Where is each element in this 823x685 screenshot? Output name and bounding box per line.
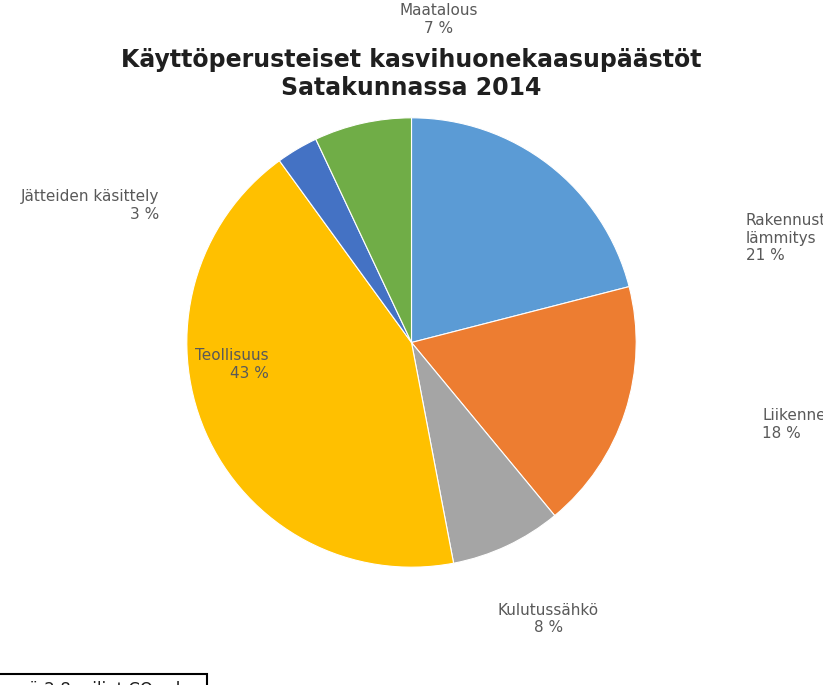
Wedge shape <box>412 118 629 342</box>
Text: Käyttöperusteiset kasvihuonekaasupäästöt
Satakunnassa 2014: Käyttöperusteiset kasvihuonekaasupäästöt… <box>121 48 702 100</box>
Text: Jätteiden käsittely
3 %: Jätteiden käsittely 3 % <box>21 189 160 222</box>
Wedge shape <box>316 118 412 342</box>
Text: Kulutussähkö
8 %: Kulutussähkö 8 % <box>498 603 599 635</box>
Wedge shape <box>187 161 453 567</box>
Wedge shape <box>412 342 555 563</box>
Text: Liikenne
18 %: Liikenne 18 % <box>762 408 823 441</box>
Text: Maatalous
7 %: Maatalous 7 % <box>400 3 478 36</box>
Wedge shape <box>280 139 412 342</box>
Text: Yhteensä 2,8 milj. t CO₂-ekv.: Yhteensä 2,8 milj. t CO₂-ekv. <box>0 682 199 685</box>
Text: Rakennusten
lämmitys
21 %: Rakennusten lämmitys 21 % <box>746 214 823 263</box>
Wedge shape <box>412 286 636 516</box>
Text: Teollisuus
43 %: Teollisuus 43 % <box>195 348 269 381</box>
